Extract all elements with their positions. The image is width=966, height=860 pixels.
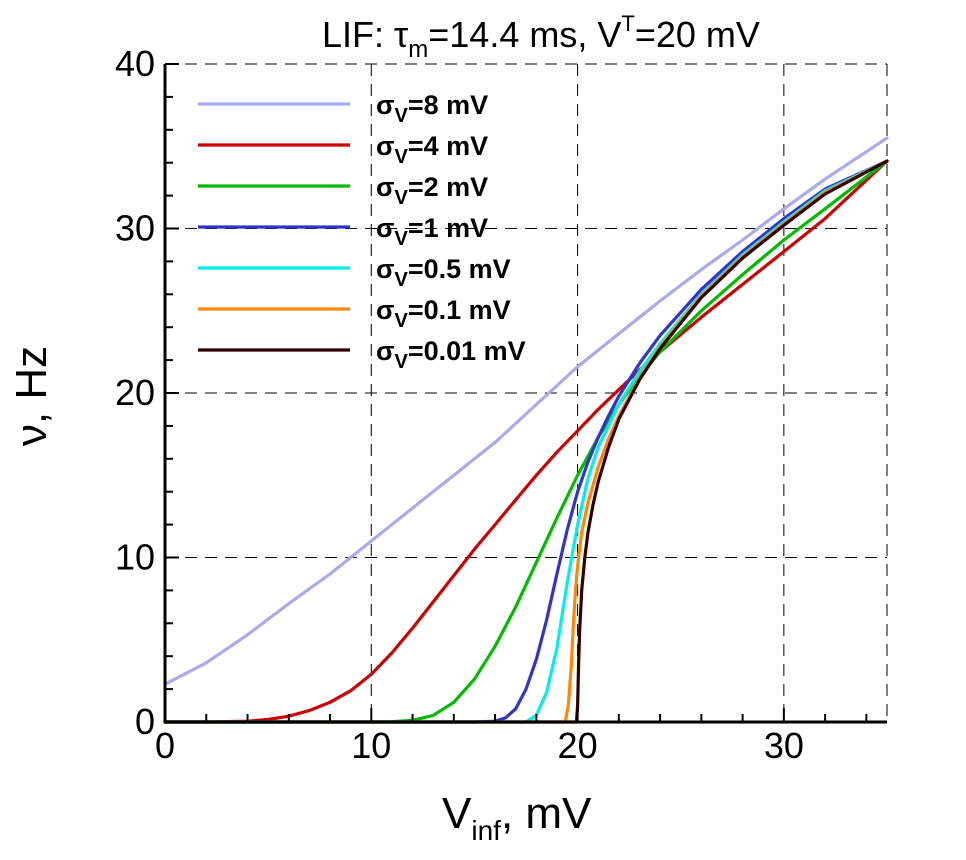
title-prefix: LIF:	[322, 14, 394, 55]
legend-label-3: σV=1 mV	[376, 213, 488, 250]
x-tick-label-30: 30	[764, 725, 804, 766]
x-tick-label-10: 10	[351, 725, 391, 766]
x-axis-label-rest: , mV	[501, 789, 592, 838]
series-line-6	[163, 159, 889, 724]
chart-title: LIF: τm=14.4 ms, VT=20 mV	[322, 11, 760, 63]
y-tick-label-40: 40	[115, 43, 155, 84]
x-axis-label: Vinf, mV	[442, 789, 592, 846]
legend-label-4: σV=0.5 mV	[376, 254, 511, 291]
legend-label-1: σV=4 mV	[376, 131, 488, 168]
axes	[163, 63, 887, 724]
x-axis-label-subscript: inf	[471, 815, 501, 846]
title-v-value: =20 mV	[635, 14, 760, 55]
series-line-0	[163, 136, 889, 686]
y-axis-label: ν, Hz	[7, 346, 56, 446]
title-tau-symbol: τ	[394, 14, 408, 55]
legend-label-5: σV=0.1 mV	[376, 295, 511, 332]
x-tick-label-0: 0	[155, 725, 175, 766]
legend-label-0: σV=8 mV	[376, 90, 488, 127]
title-tau-value: =14.4 ms, V	[428, 14, 621, 55]
y-tick-label-20: 20	[115, 372, 155, 413]
series-line-3	[163, 159, 889, 724]
series-line-1	[163, 159, 889, 724]
y-tick-label-10: 10	[115, 537, 155, 578]
y-tick-label-30: 30	[115, 208, 155, 249]
legend: σV=8 mV σV=4 mV σV=2 mV σV=1 mV σV=0.5 mV σV=…	[198, 90, 526, 373]
x-axis-label-main: V	[442, 789, 472, 838]
x-tick-label-20: 20	[558, 725, 598, 766]
legend-label-2: σV=2 mV	[376, 172, 488, 209]
title-tau-subscript: m	[408, 36, 428, 63]
legend-label-6: σV=0.01 mV	[376, 336, 526, 373]
title-v-superscript: T	[621, 11, 634, 36]
chart-title-text: LIF: τm=14.4 ms, VT=20 mV	[322, 11, 760, 63]
series-line-2	[163, 159, 889, 724]
grid	[165, 63, 888, 722]
y-tick-label-0: 0	[135, 701, 155, 742]
series-group	[163, 136, 889, 724]
tick-labels: 0 10 20 30 0 10 20 30 40	[115, 43, 804, 766]
